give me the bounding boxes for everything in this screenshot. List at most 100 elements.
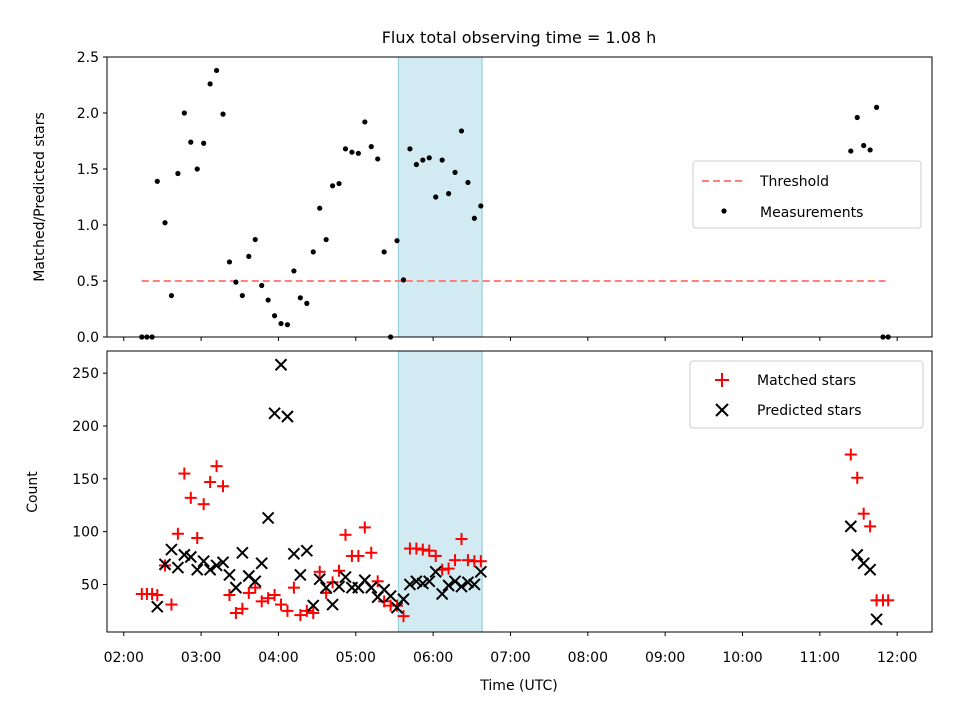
matched-star-point xyxy=(249,581,262,594)
bottom-y-tick-label: 150 xyxy=(72,472,99,488)
bottom-panel: 50 100 150 200 250 02:00 03:00 04:00 05:00 06:00… xyxy=(25,350,933,694)
predicted-star-point xyxy=(216,556,230,569)
predicted-star-point xyxy=(307,599,320,612)
bottom-y-axis-label: Count xyxy=(25,471,41,513)
predicted-star-point xyxy=(870,613,883,626)
matched-star-point xyxy=(313,565,326,578)
legend-measurements-marker xyxy=(721,208,727,214)
measurement-point xyxy=(239,292,245,299)
measurement-point xyxy=(201,140,207,146)
predicted-star-point xyxy=(287,547,301,561)
figure-title: Flux total observing time = 1.08 h xyxy=(382,28,657,47)
measurement-point xyxy=(420,157,426,163)
bottom-legend: Matched stars Predicted stars xyxy=(689,360,924,429)
measurement-point xyxy=(446,191,452,197)
measurement-point xyxy=(452,169,458,175)
legend-matched-marker xyxy=(715,373,729,387)
bottom-x-axis: 02:00 03:00 04:00 05:00 06:00 07:00 08:00 09:00… xyxy=(104,632,917,666)
top-axes-frame xyxy=(106,56,933,338)
x-tick-label: 09:00 xyxy=(645,650,685,666)
matched-star-point xyxy=(204,475,217,488)
matched-star-point xyxy=(358,521,371,534)
measurement-point xyxy=(265,297,271,303)
measurement-point xyxy=(291,268,297,274)
top-y-axis: 0.0 0.5 1.0 1.5 2.0 2.5 xyxy=(77,50,107,346)
matched-star-point xyxy=(262,592,275,605)
measurement-point xyxy=(471,215,477,221)
measurement-point xyxy=(433,194,439,200)
matched-star-point xyxy=(171,527,184,540)
x-axis-label: Time (UTC) xyxy=(479,678,557,694)
bottom-y-axis: 50 100 150 200 250 xyxy=(72,366,107,593)
measurement-point xyxy=(854,114,860,121)
x-tick-label: 10:00 xyxy=(722,650,762,666)
matched-star-point xyxy=(864,520,877,533)
predicted-star-point xyxy=(203,563,217,576)
measurement-point xyxy=(252,236,258,243)
matched-star-point xyxy=(178,467,191,480)
measurement-point xyxy=(317,205,323,211)
matched-star-point xyxy=(300,604,313,617)
predicted-star-point xyxy=(851,548,864,562)
predicted-star-point xyxy=(294,568,307,582)
measurement-point xyxy=(355,150,361,156)
measurement-point xyxy=(154,178,160,184)
measurement-point xyxy=(162,220,168,226)
predicted-star-point xyxy=(274,358,288,371)
predicted-star-point xyxy=(261,511,275,525)
measurement-point xyxy=(478,203,484,209)
matched-star-point xyxy=(442,562,455,575)
matched-star-point xyxy=(165,598,178,611)
matched-star-point xyxy=(146,587,159,600)
top-y-tick-label: 2.5 xyxy=(77,50,99,66)
matched-star-point xyxy=(455,533,468,546)
measurement-point xyxy=(278,320,284,327)
predicted-star-point xyxy=(223,568,236,582)
top-y-tick-label: 0.0 xyxy=(77,330,99,346)
measurement-point xyxy=(426,155,432,161)
matched-star-point xyxy=(151,589,164,602)
measurement-point xyxy=(310,249,316,255)
predicted-star-point xyxy=(197,555,210,568)
measurement-point xyxy=(458,128,465,134)
predicted-star-point xyxy=(210,559,223,572)
x-tick-label: 02:00 xyxy=(104,650,144,666)
measurement-point xyxy=(213,67,220,74)
matched-star-point xyxy=(429,549,442,562)
x-tick-label: 12:00 xyxy=(877,650,917,666)
top-y-tick-label: 1.5 xyxy=(77,162,99,178)
predicted-star-point xyxy=(332,580,346,593)
matched-star-point xyxy=(461,554,474,567)
predicted-star-point xyxy=(403,578,417,591)
matched-star-point xyxy=(281,604,294,617)
matched-star-point xyxy=(236,602,249,615)
predicted-star-point xyxy=(468,578,481,591)
matched-star-point xyxy=(287,581,300,594)
legend-matched-label: Matched stars xyxy=(757,373,856,389)
matched-star-point xyxy=(223,589,236,602)
measurement-point xyxy=(867,147,873,153)
predicted-star-point xyxy=(339,570,352,584)
matched-star-point xyxy=(294,609,307,622)
legend-measurements-label: Measurements xyxy=(760,205,863,221)
top-x-ticks xyxy=(123,337,898,341)
measurement-point xyxy=(233,279,239,285)
measurement-point xyxy=(349,149,355,155)
x-tick-label: 03:00 xyxy=(181,650,221,666)
predicted-star-point xyxy=(281,410,294,423)
matched-star-point xyxy=(410,542,423,555)
predicted-star-point xyxy=(384,589,397,603)
measurement-point xyxy=(394,238,400,244)
predicted-star-point xyxy=(365,581,378,594)
matched-star-point xyxy=(210,460,223,473)
predicted-star-point xyxy=(319,581,333,594)
measurement-point xyxy=(861,142,867,149)
matched-star-point xyxy=(255,595,268,608)
measurement-point xyxy=(407,146,413,152)
top-y-tick-label: 1.0 xyxy=(77,218,99,234)
matched-star-point xyxy=(882,594,895,607)
measurement-point xyxy=(207,81,213,87)
top-legend: Threshold Measurements xyxy=(692,160,922,229)
matched-star-point xyxy=(229,606,242,619)
x-tick-label: 07:00 xyxy=(490,650,530,666)
